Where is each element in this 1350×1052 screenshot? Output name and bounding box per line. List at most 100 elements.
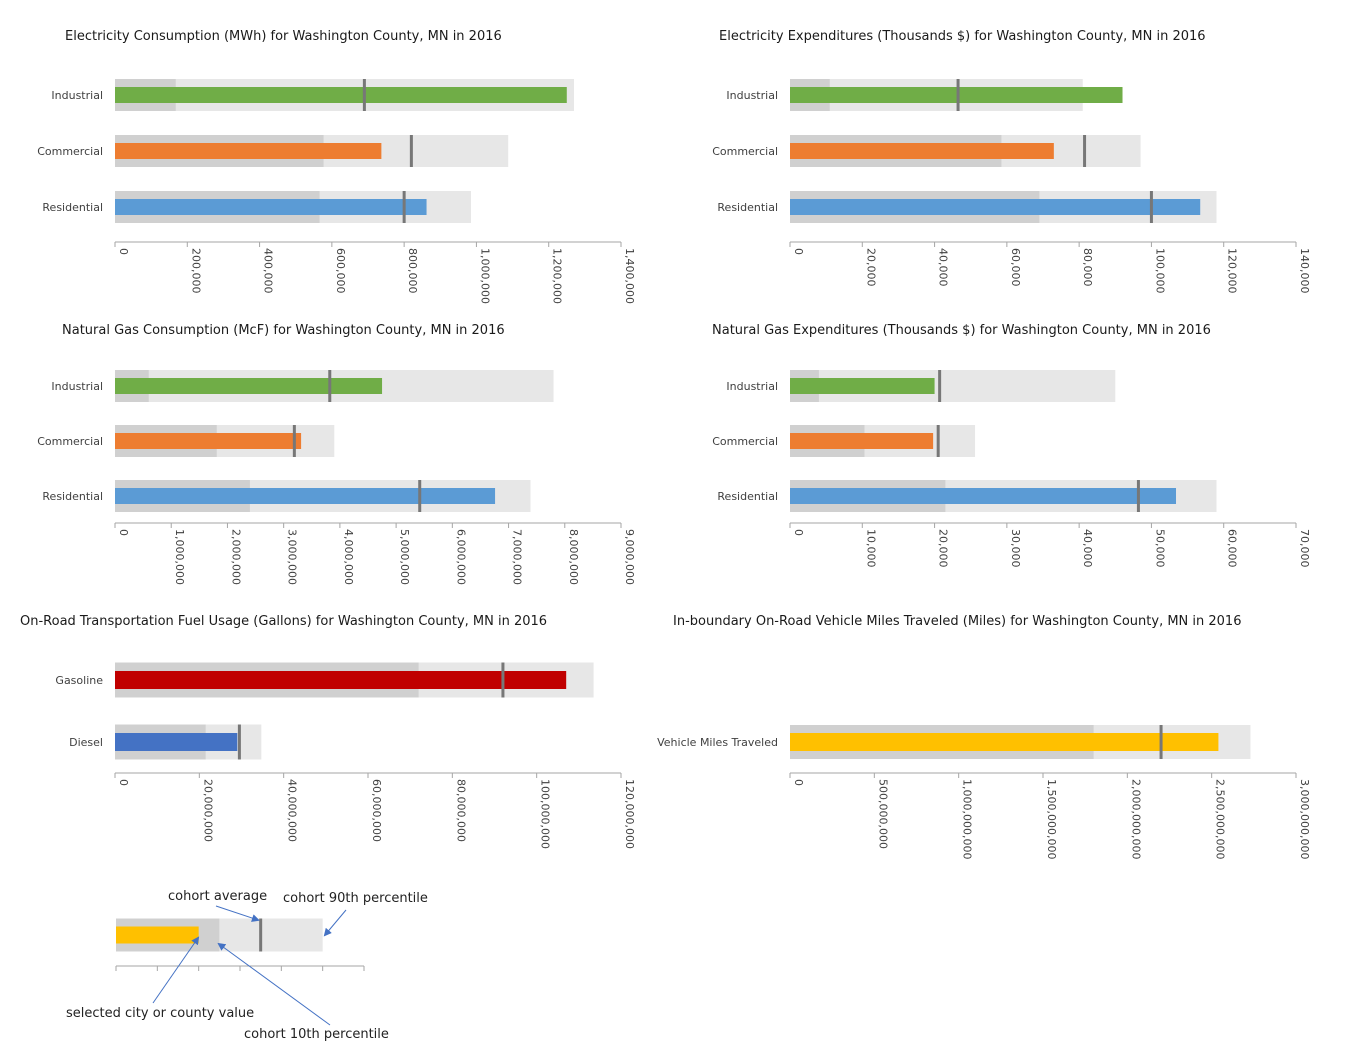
- value-bar: [115, 378, 383, 394]
- legend-arrow-average: [215, 905, 260, 922]
- average-marker: [362, 79, 366, 111]
- tick-label: 1,000,000: [478, 248, 491, 304]
- legend-label-average: cohort average: [168, 889, 267, 904]
- tick-label: 2,000,000,000: [1129, 779, 1142, 859]
- tick-label: 60,000: [1009, 248, 1022, 287]
- tick-label: 1,400,000: [623, 248, 636, 304]
- tick-label: 0: [117, 779, 130, 786]
- value-bar: [790, 87, 1123, 103]
- tick-label: 8,000,000: [567, 529, 580, 585]
- tick-label: 70,000: [1298, 529, 1311, 568]
- average-marker: [956, 79, 960, 111]
- tick-label: 0: [792, 529, 805, 536]
- legend-label-p90: cohort 90th percentile: [283, 891, 428, 906]
- bullet-row-vehicle-miles-traveled: Vehicle Miles Traveled: [657, 725, 1251, 759]
- legend-value-bar: [116, 926, 199, 944]
- tick-label: 10,000: [864, 529, 877, 568]
- chart-title: On-Road Transportation Fuel Usage (Gallo…: [20, 614, 547, 629]
- chart-title: Electricity Expenditures (Thousands $) f…: [719, 29, 1206, 44]
- bullet-chart-1: Electricity Consumption (MWh) for Washin…: [37, 29, 636, 304]
- bullet-chart-6: In-boundary On-Road Vehicle Miles Travel…: [657, 614, 1311, 859]
- tick-label: 120,000: [1226, 248, 1239, 294]
- tick-label: 400,000: [262, 248, 275, 294]
- tick-label: 6,000,000: [454, 529, 467, 585]
- tick-label: 500,000,000: [876, 779, 889, 849]
- tick-label: 2,500,000,000: [1214, 779, 1227, 859]
- tick-label: 20,000: [864, 248, 877, 287]
- category-label: Gasoline: [55, 674, 103, 687]
- bullet-row-industrial: Industrial: [726, 370, 1116, 402]
- tick-label: 100,000: [1153, 248, 1166, 294]
- category-label: Industrial: [51, 89, 103, 102]
- charts-layer: Electricity Consumption (MWh) for Washin…: [20, 29, 1311, 859]
- category-label: Residential: [42, 201, 103, 214]
- value-bar: [790, 143, 1054, 159]
- value-bar: [115, 143, 382, 159]
- average-marker: [409, 135, 413, 167]
- category-label: Commercial: [712, 435, 778, 448]
- bullet-chart-3: Natural Gas Consumption (McF) for Washin…: [37, 323, 636, 585]
- tick-label: 1,000,000: [173, 529, 186, 585]
- bullet-row-industrial: Industrial: [51, 79, 575, 111]
- tick-label: 120,000,000: [623, 779, 636, 849]
- tick-label: 60,000,000: [370, 779, 383, 842]
- value-bar: [790, 733, 1219, 751]
- bullet-chart-4: Natural Gas Expenditures (Thousands $) f…: [712, 323, 1311, 568]
- tick-label: 200,000: [189, 248, 202, 294]
- category-label: Commercial: [37, 435, 103, 448]
- tick-label: 80,000: [1081, 248, 1094, 287]
- legend-average-marker: [259, 918, 263, 952]
- x-axis: 0 20,000 40,000 60,000 80,000 100,000 120,000 1…: [789, 241, 1311, 294]
- average-marker: [1149, 191, 1153, 223]
- chart-title: Electricity Consumption (MWh) for Washin…: [65, 29, 502, 44]
- bullet-row-commercial: Commercial: [712, 135, 1141, 167]
- category-label: Diesel: [69, 736, 103, 749]
- tick-label: 1,000,000,000: [961, 779, 974, 859]
- average-marker: [402, 191, 406, 223]
- tick-label: 1,500,000,000: [1045, 779, 1058, 859]
- category-label: Residential: [42, 490, 103, 503]
- category-label: Residential: [717, 490, 778, 503]
- legend-label-p10: cohort 10th percentile: [244, 1027, 389, 1042]
- value-bar: [115, 199, 427, 215]
- tick-label: 20,000,000: [201, 779, 214, 842]
- tick-label: 600,000: [334, 248, 347, 294]
- bullet-chart-5: On-Road Transportation Fuel Usage (Gallo…: [20, 614, 636, 849]
- value-bar: [790, 199, 1201, 215]
- x-axis: 0 20,000,000 40,000,000 60,000,000 80,000,00…: [114, 772, 636, 849]
- value-bar: [790, 378, 935, 394]
- tick-label: 20,000: [937, 529, 950, 568]
- tick-label: 0: [792, 779, 805, 786]
- tick-label: 80,000,000: [454, 779, 467, 842]
- average-marker: [418, 480, 422, 512]
- tick-label: 140,000: [1298, 248, 1311, 294]
- tick-label: 1,200,000: [551, 248, 564, 304]
- tick-label: 3,000,000,000: [1298, 779, 1311, 859]
- legend-axis: [115, 965, 365, 971]
- tick-label: 60,000: [1226, 529, 1239, 568]
- tick-label: 2,000,000: [229, 529, 242, 585]
- bullet-row-residential: Residential: [42, 191, 472, 223]
- tick-label: 40,000,000: [286, 779, 299, 842]
- average-marker: [936, 425, 940, 457]
- legend-arrow-value: [152, 936, 200, 1004]
- value-bar: [115, 87, 567, 103]
- bullet-row-residential: Residential: [717, 191, 1217, 223]
- tick-label: 50,000: [1153, 529, 1166, 568]
- category-label: Vehicle Miles Traveled: [657, 736, 778, 749]
- average-marker: [1159, 725, 1163, 759]
- x-axis: 0 1,000,000 2,000,000 3,000,000 4,000,000 5,0…: [114, 522, 636, 585]
- bullet-row-commercial: Commercial: [712, 425, 976, 457]
- value-bar: [115, 433, 302, 449]
- bullet-row-residential: Residential: [42, 480, 531, 512]
- value-bar: [115, 733, 238, 751]
- average-marker: [1136, 480, 1140, 512]
- legend-label-value: selected city or county value: [66, 1006, 254, 1021]
- tick-label: 40,000: [937, 248, 950, 287]
- tick-label: 0: [117, 248, 130, 255]
- value-bar: [790, 433, 934, 449]
- value-bar: [115, 671, 567, 689]
- average-marker: [292, 425, 296, 457]
- bullet-legend: cohort average cohort 90th percentile se…: [66, 889, 428, 1042]
